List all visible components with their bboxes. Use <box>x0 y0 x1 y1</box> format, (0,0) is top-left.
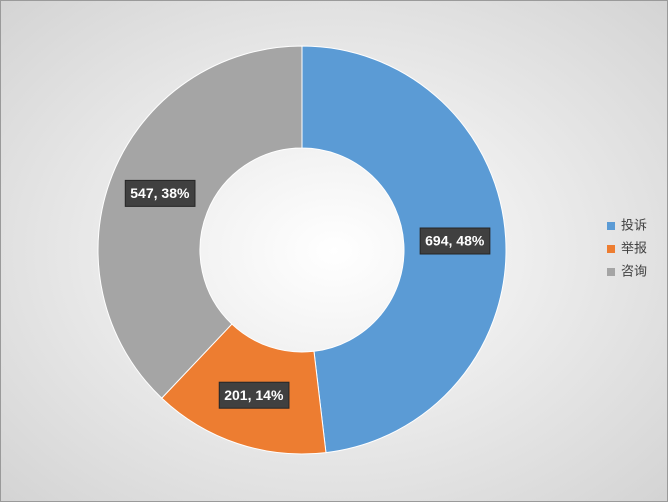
data-label-text: 547, 38% <box>130 185 190 201</box>
legend-label: 咨询 <box>621 263 647 278</box>
data-label-box <box>419 227 491 255</box>
data-label-text: 201, 14% <box>224 387 284 403</box>
data-label: 547, 38% <box>124 179 196 207</box>
doughnut-slice <box>97 45 303 399</box>
legend-swatch <box>607 222 615 230</box>
legend-label: 投诉 <box>621 217 647 232</box>
data-label: 201, 14% <box>218 381 290 409</box>
data-label-box <box>124 179 196 207</box>
data-label-text: 694, 48% <box>425 233 485 249</box>
legend-swatch <box>607 268 615 276</box>
data-label: 694, 48% <box>419 227 491 255</box>
data-label-box <box>218 381 290 409</box>
legend-swatch <box>607 245 615 253</box>
legend-label: 举报 <box>621 240 647 255</box>
doughnut-slice <box>301 45 507 454</box>
